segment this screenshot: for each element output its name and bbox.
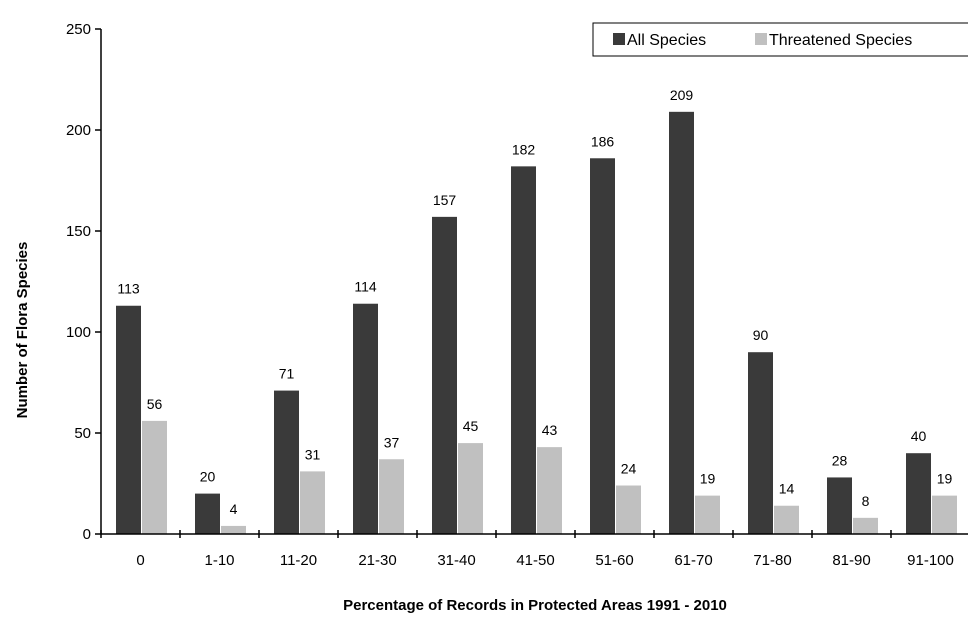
bar-all-species-61-70: [669, 111, 694, 534]
data-label-threatened-species-1-10: 4: [230, 501, 238, 517]
data-label-threatened-species-51-60: 24: [621, 461, 637, 477]
x-tick-label-11-20: 11-20: [280, 552, 317, 569]
bar-all-species-51-60: [590, 158, 615, 534]
data-label-threatened-species-41-50: 43: [542, 422, 558, 438]
legend-swatch-all-species: [613, 33, 625, 45]
legend: All Species Threatened Species: [592, 22, 968, 57]
bar-threatened-species-81-90: [853, 517, 878, 534]
legend-box: [592, 22, 968, 57]
x-tick-label-81-90: 81-90: [832, 552, 870, 569]
y-tick-label: 200: [66, 122, 91, 139]
bar-all-species-1-10: [195, 493, 220, 534]
bar-threatened-species-51-60: [616, 485, 641, 534]
y-axis-title: Number of Flora Species: [14, 242, 31, 419]
y-tick-label: 0: [83, 526, 91, 543]
data-label-all-species-0: 113: [117, 281, 140, 297]
bar-all-species-81-90: [827, 477, 852, 534]
x-tick-label-31-40: 31-40: [437, 552, 475, 569]
bar-threatened-species-1-10: [221, 525, 246, 534]
x-tick-label-1-10: 1-10: [204, 552, 234, 569]
x-axis-title: Percentage of Records in Protected Areas…: [343, 597, 727, 614]
data-labels-layer: 113 56 20 4 71 31 114 37 157 45 182 43 186 24 209 19 90 1…: [117, 87, 952, 517]
data-label-all-species-41-50: 182: [512, 141, 536, 157]
bar-threatened-species-91-100: [932, 495, 957, 534]
bar-all-species-11-20: [274, 390, 299, 534]
data-label-all-species-31-40: 157: [433, 192, 457, 208]
data-label-all-species-11-20: 71: [279, 366, 295, 382]
data-label-threatened-species-81-90: 8: [862, 493, 870, 509]
data-label-threatened-species-0: 56: [147, 396, 163, 412]
bar-all-species-41-50: [511, 166, 536, 535]
y-axis: 0 50 100 150 200 250: [66, 21, 102, 543]
bar-threatened-species-41-50: [537, 447, 562, 534]
bar-all-species-91-100: [906, 453, 931, 534]
data-label-all-species-71-80: 90: [753, 327, 769, 343]
data-label-threatened-species-71-80: 14: [779, 481, 795, 497]
x-axis: 0 1-10 11-20 21-30 31-40 41-50 51-60 61-70 71-80…: [100, 530, 968, 569]
x-tick-label-51-60: 51-60: [595, 552, 633, 569]
bar-threatened-species-71-80: [774, 505, 799, 534]
data-label-threatened-species-11-20: 31: [305, 446, 321, 462]
data-label-all-species-51-60: 186: [591, 133, 615, 149]
bar-all-species-21-30: [353, 303, 378, 534]
bar-threatened-species-31-40: [458, 443, 483, 534]
y-tick-label: 150: [66, 223, 91, 240]
y-tick-label: 100: [66, 324, 91, 341]
bar-threatened-species-21-30: [379, 459, 404, 534]
bars-layer: [116, 111, 957, 535]
y-tick-label: 250: [66, 21, 91, 38]
x-tick-label-0: 0: [136, 552, 144, 569]
x-tick-label-61-70: 61-70: [674, 552, 712, 569]
x-tick-label-21-30: 21-30: [358, 552, 396, 569]
bar-threatened-species-0: [142, 420, 167, 534]
bar-all-species-31-40: [432, 216, 457, 535]
data-label-all-species-21-30: 114: [354, 279, 377, 295]
data-label-threatened-species-21-30: 37: [384, 434, 400, 450]
legend-label-all-species: All Species: [627, 32, 706, 49]
legend-swatch-threatened-species: [755, 33, 767, 45]
bar-all-species-71-80: [748, 352, 773, 534]
data-label-threatened-species-61-70: 19: [700, 471, 716, 487]
data-label-all-species-1-10: 20: [200, 469, 216, 485]
bar-threatened-species-61-70: [695, 495, 720, 534]
data-label-threatened-species-31-40: 45: [463, 418, 479, 434]
bar-all-species-0: [116, 305, 141, 534]
x-tick-label-41-50: 41-50: [516, 552, 554, 569]
data-label-all-species-61-70: 209: [670, 87, 694, 103]
data-label-threatened-species-91-100: 19: [937, 471, 953, 487]
x-tick-label-71-80: 71-80: [753, 552, 791, 569]
data-label-all-species-91-100: 40: [911, 428, 927, 444]
data-label-all-species-81-90: 28: [832, 452, 848, 468]
y-tick-label: 50: [74, 425, 91, 442]
bar-threatened-species-11-20: [300, 471, 325, 534]
legend-label-threatened-species: Threatened Species: [769, 32, 912, 49]
x-tick-label-91-100: 91-100: [907, 552, 954, 569]
